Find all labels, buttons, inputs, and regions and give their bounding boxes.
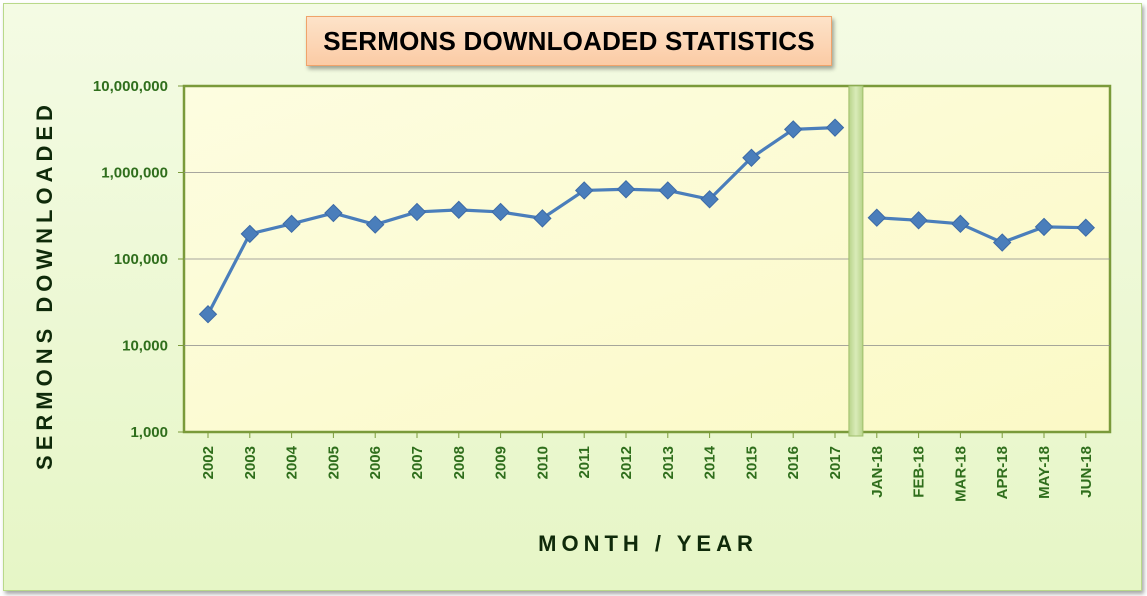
series-line <box>206 126 836 315</box>
x-tick-label: 2014 <box>702 445 719 479</box>
data-point-apr-18 <box>992 233 1012 252</box>
data-point-may-18 <box>1034 217 1054 237</box>
y-tick-label: 10,000 <box>122 338 168 355</box>
data-point-2005 <box>324 203 343 223</box>
data-point-feb-18 <box>909 211 928 230</box>
data-point-2009 <box>491 202 510 222</box>
x-tick-label: 2009 <box>493 446 510 479</box>
data-point-2004 <box>282 214 301 234</box>
data-point-2006 <box>365 215 385 234</box>
data-point-2017 <box>825 118 845 137</box>
gridlines <box>184 172 1110 346</box>
data-point-jan-18 <box>867 208 887 227</box>
data-point-2003 <box>240 224 260 244</box>
x-tick-label: 2016 <box>785 446 802 479</box>
x-tick-label: 2015 <box>743 446 760 479</box>
x-tick-label: MAY-18 <box>1036 446 1053 499</box>
chart-title: SERMONS DOWNLOADED STATISTICS <box>306 16 832 66</box>
x-tick-label: 2002 <box>200 446 217 479</box>
x-tick-label: 2005 <box>325 446 342 479</box>
x-tick-label: APR-18 <box>994 446 1011 499</box>
series-downloads <box>198 118 1096 324</box>
data-point-mar-18 <box>951 214 970 234</box>
x-tick-label: JUN-18 <box>1078 446 1095 498</box>
x-tick-label: MAR-18 <box>952 446 969 502</box>
x-tick-label: 2007 <box>409 446 426 479</box>
data-point-2014 <box>700 190 719 209</box>
data-point-2013 <box>658 181 678 200</box>
data-point-2015 <box>742 148 761 167</box>
period-divider <box>848 85 864 437</box>
x-tick-label: 2008 <box>451 446 468 479</box>
y-tick-label: 1,000 <box>130 424 168 441</box>
x-tick-label: 2006 <box>367 446 384 479</box>
x-tick-label: 2003 <box>242 446 259 479</box>
y-tick-label: 1,000,000 <box>101 165 168 182</box>
y-tick-label: 10,000,000 <box>93 78 168 95</box>
y-tick-label: 100,000 <box>114 251 168 268</box>
y-axis-title: SERMONS DOWNLOADED <box>32 100 57 470</box>
x-axis-ticks: 2002 2003 2004 2005 2006 2007 2008 2009 2010 2011… <box>200 432 1095 502</box>
x-tick-label: JAN-18 <box>869 446 886 498</box>
x-tick-label: 2012 <box>618 446 635 479</box>
x-tick-label: 2013 <box>660 446 677 479</box>
y-axis-ticks: 1,000 10,000 100,000 1,000,000 10,000,000 <box>93 78 184 441</box>
x-tick-label: 2004 <box>284 445 301 479</box>
x-tick-label: 2017 <box>827 446 844 479</box>
x-tick-label: FEB-18 <box>911 446 928 498</box>
x-tick-label: 2010 <box>534 446 551 479</box>
data-point-2010 <box>533 209 552 228</box>
data-point-2008 <box>449 200 469 220</box>
data-point-jun-18 <box>1076 218 1096 237</box>
data-point-2007 <box>407 202 427 222</box>
data-point-2016 <box>783 120 803 139</box>
data-point-2002 <box>198 305 218 324</box>
data-point-2011 <box>574 181 594 200</box>
x-axis-title: MONTH / YEAR <box>538 531 758 556</box>
x-tick-label: 2011 <box>576 446 593 479</box>
data-point-2012 <box>616 180 636 199</box>
